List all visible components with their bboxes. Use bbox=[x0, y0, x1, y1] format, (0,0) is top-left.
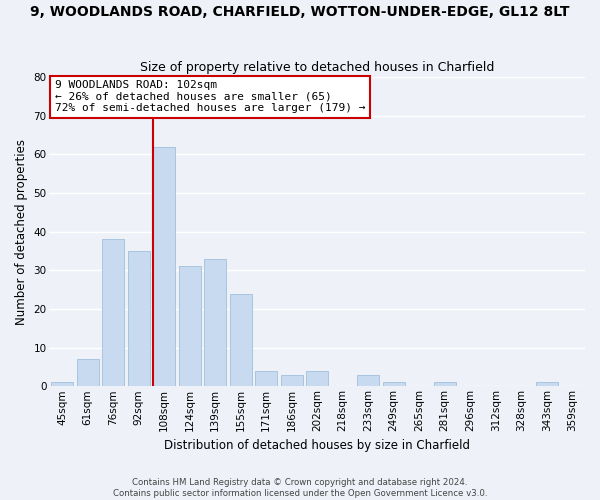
Bar bbox=[230, 294, 251, 386]
Bar bbox=[383, 382, 404, 386]
Bar bbox=[536, 382, 557, 386]
Bar bbox=[256, 371, 277, 386]
Bar bbox=[179, 266, 200, 386]
X-axis label: Distribution of detached houses by size in Charfield: Distribution of detached houses by size … bbox=[164, 440, 470, 452]
Bar bbox=[434, 382, 455, 386]
Text: 9, WOODLANDS ROAD, CHARFIELD, WOTTON-UNDER-EDGE, GL12 8LT: 9, WOODLANDS ROAD, CHARFIELD, WOTTON-UND… bbox=[30, 5, 570, 19]
Bar bbox=[128, 251, 149, 386]
Text: 9 WOODLANDS ROAD: 102sqm
← 26% of detached houses are smaller (65)
72% of semi-d: 9 WOODLANDS ROAD: 102sqm ← 26% of detach… bbox=[55, 80, 365, 114]
Title: Size of property relative to detached houses in Charfield: Size of property relative to detached ho… bbox=[140, 62, 494, 74]
Bar bbox=[205, 258, 226, 386]
Bar bbox=[103, 240, 124, 386]
Bar bbox=[154, 146, 175, 386]
Y-axis label: Number of detached properties: Number of detached properties bbox=[15, 138, 28, 324]
Text: Contains HM Land Registry data © Crown copyright and database right 2024.
Contai: Contains HM Land Registry data © Crown c… bbox=[113, 478, 487, 498]
Bar bbox=[358, 374, 379, 386]
Bar bbox=[307, 371, 328, 386]
Bar bbox=[281, 374, 302, 386]
Bar bbox=[77, 359, 98, 386]
Bar bbox=[52, 382, 73, 386]
